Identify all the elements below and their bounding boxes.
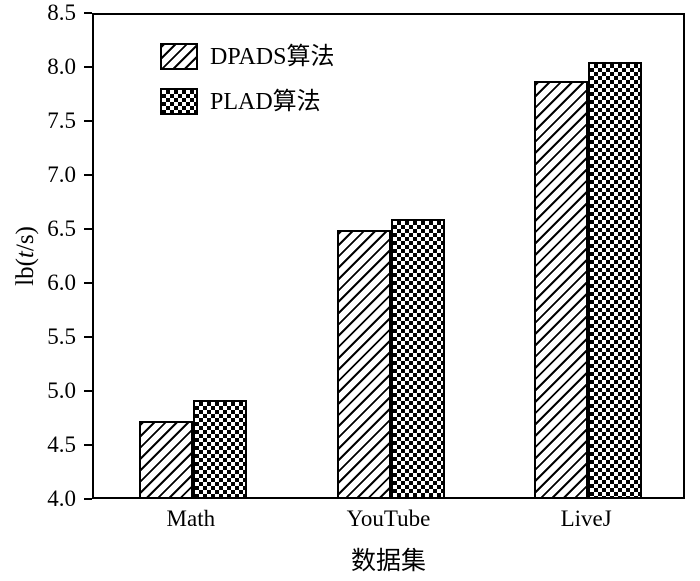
bar-youtube-plad	[390, 219, 445, 497]
x-tick-label-livej: LiveJ	[560, 506, 612, 531]
y-tick-label-6.5: 6.5	[47, 216, 76, 241]
x-axis-label: 数据集	[350, 548, 426, 575]
y-axis-tick-labels: 4.0 4.5 5.0 5.5 6.0 6.5 7.0 7.5 8.0 8.5	[0, 0, 84, 581]
y-tick-mark	[84, 336, 92, 338]
y-axis-tick-marks	[84, 0, 92, 581]
bar-youtube-dpads	[336, 230, 391, 497]
plot-area: DPADS算法 PLAD算法	[92, 13, 685, 499]
bar-math-dpads	[138, 421, 193, 497]
x-tick-label-math: Math	[166, 506, 216, 531]
y-tick-mark	[84, 120, 92, 122]
y-tick-label-4.5: 4.5	[47, 432, 76, 457]
legend-label-dpads: DPADS算法	[210, 43, 335, 70]
y-tick-mark	[84, 282, 92, 284]
bar-livej-dpads	[534, 81, 589, 497]
y-tick-mark	[84, 228, 92, 230]
bars-layer	[94, 15, 683, 497]
y-tick-label-8.0: 8.0	[47, 54, 76, 79]
legend-label-plad: PLAD算法	[210, 88, 321, 115]
legend-swatch-checker	[160, 88, 198, 115]
y-tick-label-7.5: 7.5	[47, 108, 76, 133]
y-tick-label-4.0: 4.0	[47, 486, 76, 511]
y-tick-label-7.0: 7.0	[47, 162, 76, 187]
y-tick-mark	[84, 444, 92, 446]
y-tick-mark	[84, 174, 92, 176]
y-tick-mark	[84, 498, 92, 500]
y-tick-label-6.0: 6.0	[47, 270, 76, 295]
x-tick-label-youtube: YouTube	[346, 506, 431, 531]
y-tick-mark	[84, 66, 92, 68]
y-tick-label-5.5: 5.5	[47, 324, 76, 349]
x-axis-tick-labels: Math YouTube LiveJ	[0, 505, 700, 535]
y-tick-label-5.0: 5.0	[47, 378, 76, 403]
legend-entry-plad: PLAD算法	[160, 88, 335, 115]
y-tick-mark	[84, 390, 92, 392]
bar-livej-plad	[588, 61, 643, 497]
legend-swatch-diagonal-hatch	[160, 43, 198, 70]
y-tick-label-8.5: 8.5	[47, 0, 76, 25]
legend: DPADS算法 PLAD算法	[160, 43, 335, 133]
y-tick-mark	[84, 12, 92, 14]
bar-math-plad	[192, 399, 247, 497]
legend-entry-dpads: DPADS算法	[160, 43, 335, 70]
